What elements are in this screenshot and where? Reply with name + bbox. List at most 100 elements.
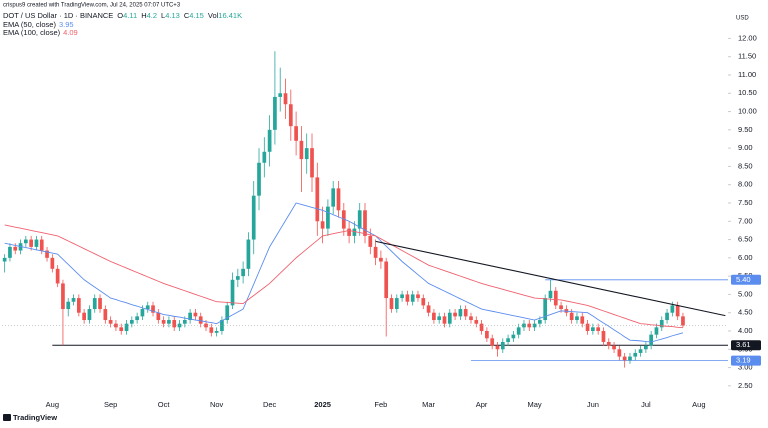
currency: USD: [736, 16, 749, 22]
candle-body: [161, 320, 166, 324]
candle-body: [506, 338, 510, 342]
candle-body: [352, 228, 357, 236]
y-tick-label: 6.00: [738, 253, 753, 262]
candle-body: [681, 316, 685, 326]
candle-body: [622, 356, 627, 361]
candle-body: [188, 312, 192, 321]
candle-body: [336, 188, 341, 211]
y-tick-label: 10.00: [738, 107, 757, 116]
candle-body: [39, 239, 44, 251]
candle-body: [649, 334, 654, 346]
candle-body: [654, 327, 659, 335]
y-tick-label: 3.00: [738, 363, 753, 372]
candle-body: [659, 320, 664, 328]
ema-line: [4, 202, 684, 343]
ema-name: EMA (50, close): [3, 20, 56, 29]
candle-body: [283, 93, 288, 105]
x-tick-label: Sep: [104, 400, 117, 409]
candle-body: [601, 330, 606, 342]
candle-body: [447, 312, 452, 324]
x-tick-label: Jun: [587, 400, 599, 409]
candle-body: [182, 320, 187, 324]
candle-body: [50, 257, 55, 269]
candle-body: [8, 246, 12, 258]
candle-body: [129, 320, 134, 324]
candle-body: [384, 261, 389, 299]
candle-body: [416, 294, 420, 299]
candle-body: [379, 257, 383, 262]
candle-body: [156, 312, 161, 321]
candle-body: [71, 298, 76, 302]
candle-body: [172, 320, 177, 328]
x-tick-label: Dec: [263, 400, 277, 409]
candle-body: [368, 235, 373, 247]
candle-body: [76, 298, 81, 313]
candle-body: [559, 305, 563, 310]
candle-body: [516, 327, 521, 335]
y-tick-label: 9.50: [738, 125, 753, 134]
candle-body: [87, 309, 92, 321]
candle-body: [251, 195, 256, 240]
y-tick-label: 12.00: [738, 33, 757, 42]
y-tick-label: 10.50: [738, 88, 757, 97]
candle-body: [394, 298, 399, 310]
ema-legend: EMA (50, close) 3.95: [3, 20, 74, 29]
symbol-legend: DOT / US Dollar · 1D · BINANCE O4.11 H4.2 L…: [3, 11, 242, 20]
y-tick-label: 5.00: [738, 289, 753, 298]
candle-body: [288, 104, 293, 127]
ohlc-value: 4.2: [147, 11, 157, 20]
candle-body: [92, 298, 97, 310]
logo-text: TradingView: [13, 413, 57, 422]
candle-body: [140, 309, 145, 317]
symbol: DOT / US Dollar · 1D · BINANCE: [3, 11, 113, 20]
y-tick-label: 7.50: [738, 198, 753, 207]
candle-body: [167, 320, 171, 324]
candle-body: [628, 356, 632, 361]
x-tick-label: Feb: [374, 400, 387, 409]
ohlc-value: 4.11: [123, 11, 137, 20]
candle-body: [331, 188, 336, 207]
candle-body: [469, 316, 473, 321]
candle-body: [326, 206, 330, 229]
y-tick-label: 2.50: [738, 381, 753, 390]
candle-body: [82, 312, 86, 321]
logo: TradingView: [3, 413, 57, 422]
candle-body: [278, 93, 283, 97]
logo-icon: [3, 414, 11, 421]
volume-value: 16.41K: [218, 11, 242, 20]
candle-body: [373, 246, 378, 258]
candle-body: [665, 312, 669, 321]
candle-body: [527, 323, 532, 328]
candle-body: [410, 294, 415, 302]
y-tick-label: 6.50: [738, 235, 753, 244]
candle-body: [538, 320, 542, 324]
y-tick-label: 4.50: [738, 308, 753, 317]
candle-body: [135, 316, 139, 321]
candle-body: [463, 309, 468, 317]
candle-body: [591, 327, 595, 331]
candle-body: [273, 96, 277, 130]
level-label-box: [731, 355, 761, 366]
candle-body: [230, 279, 235, 306]
candle-body: [485, 330, 489, 339]
candle-body: [511, 334, 516, 339]
y-tick-label: 11.00: [738, 70, 756, 79]
ema-name: EMA (100, close): [3, 28, 61, 37]
candle-body: [310, 148, 314, 178]
y-tick-label: 9.00: [738, 143, 753, 152]
candle-body: [532, 323, 537, 328]
candle-body: [575, 316, 579, 321]
candle-body: [633, 352, 638, 357]
level-label-box: [731, 340, 761, 351]
candle-body: [262, 151, 267, 163]
trendline: [375, 240, 726, 317]
candle-body: [548, 290, 553, 299]
candle-body: [320, 221, 325, 229]
candle-body: [453, 312, 457, 317]
ema-value: 3.95: [59, 20, 74, 29]
candle-body: [421, 298, 426, 306]
candle-body: [479, 323, 484, 331]
candle-body: [500, 341, 505, 350]
candle-body: [257, 162, 261, 196]
